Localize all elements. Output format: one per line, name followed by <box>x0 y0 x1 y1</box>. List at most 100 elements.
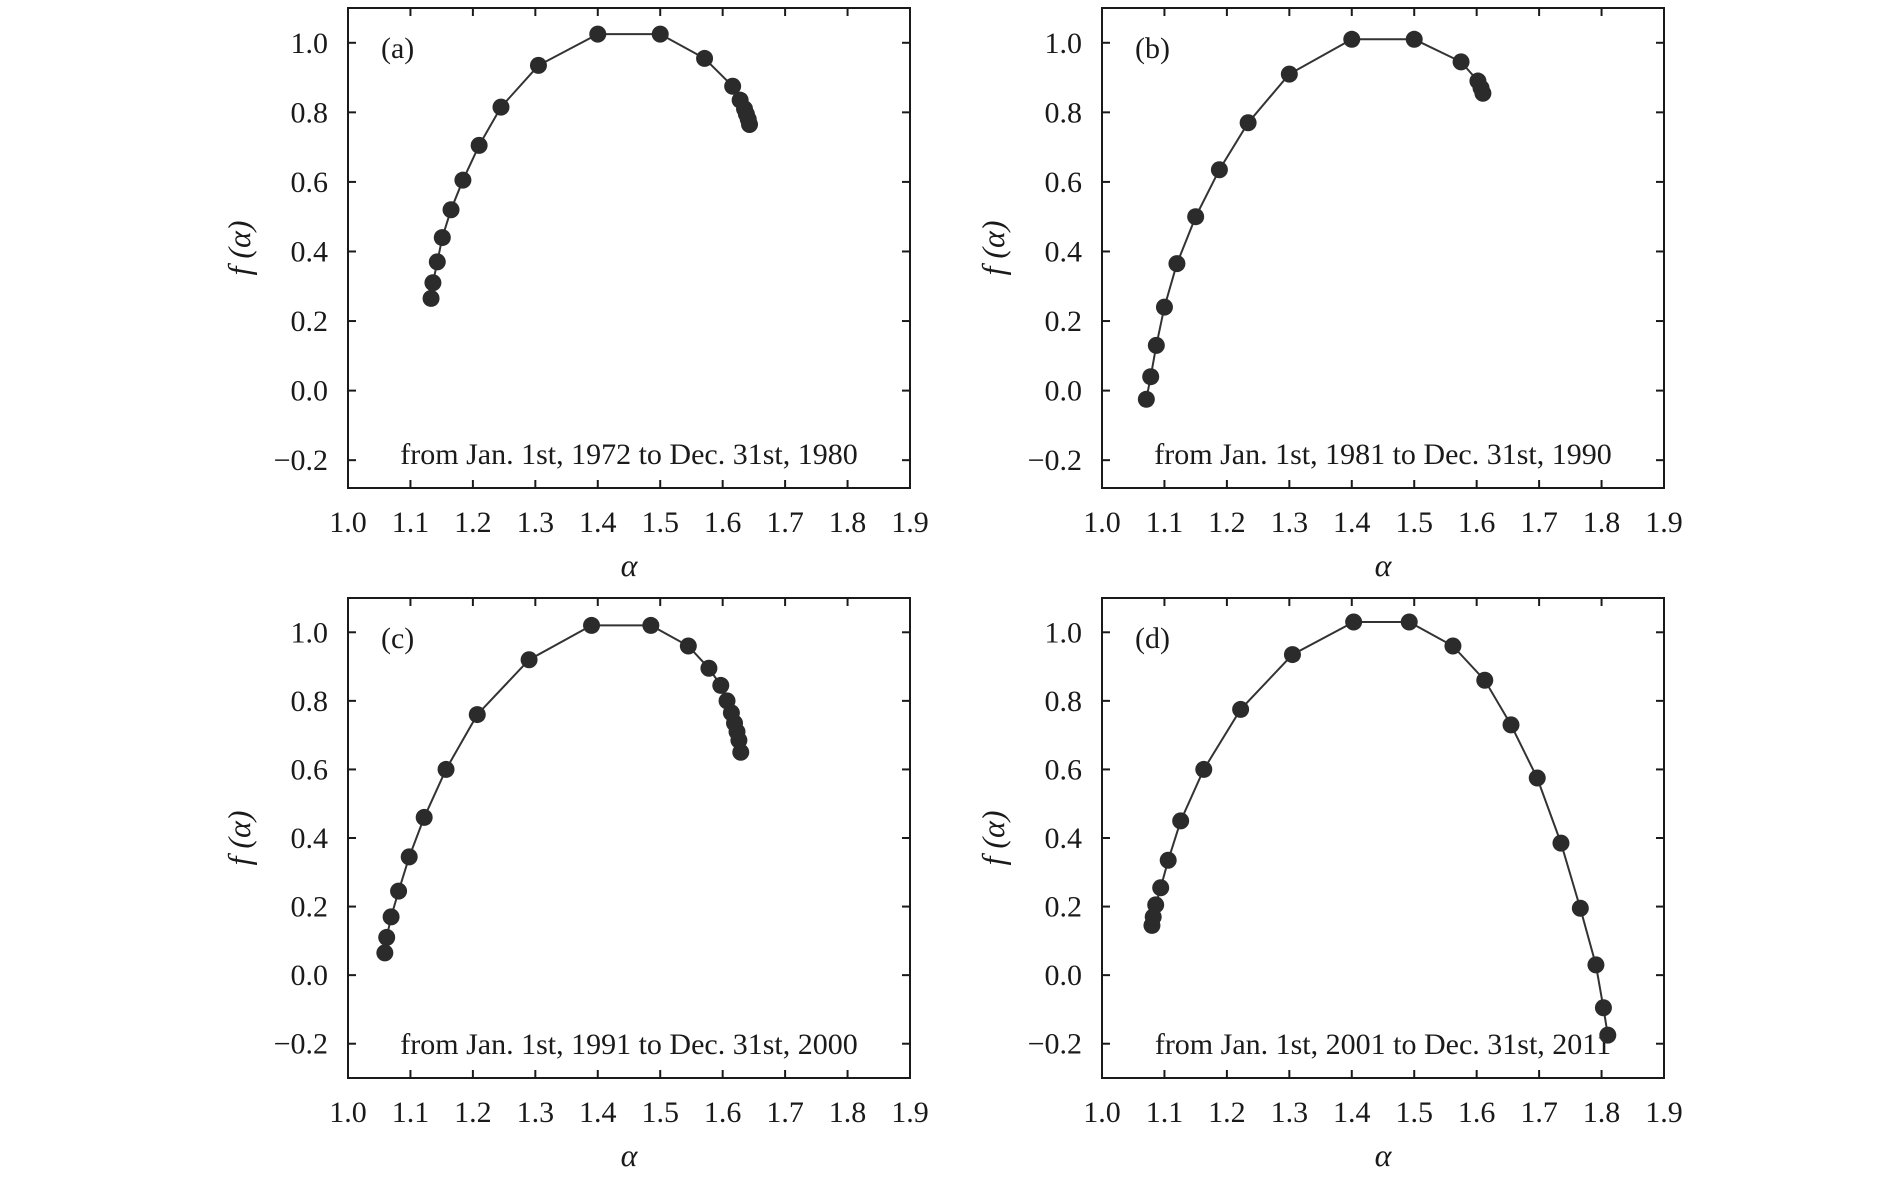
y-tick-label: 0.4 <box>1045 822 1083 855</box>
data-point <box>583 616 601 634</box>
y-tick-label: 1.0 <box>1045 616 1083 649</box>
x-tick-label: 1.3 <box>517 506 555 539</box>
x-tick-label: 1.8 <box>1583 1096 1621 1129</box>
y-tick-label: 0.6 <box>291 753 329 786</box>
data-point <box>520 651 538 669</box>
data-point <box>378 928 396 946</box>
data-point <box>390 882 408 900</box>
data-point <box>732 743 750 761</box>
data-point <box>454 171 472 189</box>
data-point <box>1152 879 1170 897</box>
data-point <box>651 25 669 43</box>
x-tick-label: 1.7 <box>766 1096 804 1129</box>
y-axis-label: f (α) <box>975 811 1011 866</box>
data-point <box>741 116 759 134</box>
data-point <box>492 98 510 116</box>
data-point <box>1400 613 1418 631</box>
data-point <box>470 136 488 154</box>
data-point <box>529 56 547 74</box>
data-point <box>589 25 607 43</box>
x-tick-label: 1.1 <box>392 1096 430 1129</box>
x-tick-label: 1.1 <box>1146 506 1184 539</box>
x-tick-label: 1.7 <box>1520 1096 1558 1129</box>
x-tick-label: 1.6 <box>1458 506 1496 539</box>
x-tick-label: 1.4 <box>1333 1096 1371 1129</box>
y-tick-label: 1.0 <box>1045 27 1083 60</box>
data-point <box>424 274 442 292</box>
data-point <box>1210 161 1228 179</box>
data-point <box>1528 769 1546 787</box>
data-point <box>696 49 714 67</box>
x-tick-label: 1.0 <box>1083 506 1121 539</box>
data-point <box>1452 53 1470 71</box>
data-point <box>1594 999 1612 1017</box>
plot-frame <box>1101 7 1665 489</box>
data-point <box>1168 255 1186 273</box>
x-tick-label: 1.9 <box>1645 1096 1683 1129</box>
data-point <box>1405 30 1423 48</box>
x-tick-label: 1.7 <box>766 506 804 539</box>
x-tick-label: 1.5 <box>1395 1096 1433 1129</box>
x-tick-label: 1.4 <box>579 1096 617 1129</box>
panel-label: (a) <box>381 32 414 65</box>
y-axis-label: f (α) <box>221 811 257 866</box>
data-point <box>1239 114 1257 132</box>
data-point <box>1283 646 1301 664</box>
data-point <box>1444 637 1462 655</box>
y-tick-label: 1.0 <box>291 27 329 60</box>
x-tick-label: 1.8 <box>829 1096 867 1129</box>
y-tick-label: 0.6 <box>291 166 329 199</box>
x-tick-label: 1.9 <box>891 1096 929 1129</box>
data-point <box>442 201 460 219</box>
data-point <box>1232 700 1250 718</box>
x-tick-label: 1.5 <box>641 1096 679 1129</box>
y-tick-label: −0.2 <box>274 1028 328 1061</box>
data-point <box>468 706 486 724</box>
data-point <box>642 616 660 634</box>
y-tick-label: 0.0 <box>1045 959 1083 992</box>
plot-frame <box>347 7 911 489</box>
y-axis-label: f (α) <box>221 221 257 276</box>
panel-b: 1.0 1.1 1.2 1.3 1.4 1.5 1.6 1.7 1.8 1.9 −0.2 0.0 0.2… <box>975 7 1683 583</box>
y-axis-label: f (α) <box>975 221 1011 276</box>
y-tick-label: 0.2 <box>291 891 329 924</box>
panel-label: (b) <box>1135 32 1170 65</box>
y-tick-label: 0.0 <box>1045 375 1083 408</box>
x-axis-label: α <box>621 1137 639 1173</box>
data-point <box>712 676 730 694</box>
x-tick-label: 1.2 <box>1208 1096 1246 1129</box>
date-range-annotation: from Jan. 1st, 1981 to Dec. 31st, 1990 <box>1154 438 1611 471</box>
x-axis-label: α <box>1375 1137 1393 1173</box>
y-tick-label: 0.8 <box>291 96 329 129</box>
y-tick-label: 0.2 <box>1045 891 1083 924</box>
y-tick-label: −0.2 <box>274 444 328 477</box>
x-tick-label: 1.2 <box>454 1096 492 1129</box>
x-tick-label: 1.9 <box>1645 506 1683 539</box>
data-point <box>1155 298 1173 316</box>
data-point <box>1147 336 1165 354</box>
data-point <box>415 808 433 826</box>
panel-d: 1.0 1.1 1.2 1.3 1.4 1.5 1.6 1.7 1.8 1.9 −0.2 0.0 0.2… <box>975 597 1683 1173</box>
y-tick-label: 0.6 <box>1045 753 1083 786</box>
data-point <box>1474 84 1492 102</box>
data-point <box>1552 834 1570 852</box>
x-tick-label: 1.6 <box>1458 1096 1496 1129</box>
data-point <box>376 944 394 962</box>
data-point <box>382 908 400 926</box>
x-tick-label: 1.8 <box>1583 506 1621 539</box>
x-tick-label: 1.8 <box>829 506 867 539</box>
y-tick-label: 0.2 <box>1045 305 1083 338</box>
data-point <box>437 760 455 778</box>
x-tick-label: 1.9 <box>891 506 929 539</box>
y-tick-label: 0.0 <box>291 375 329 408</box>
data-point <box>400 848 418 866</box>
panel-label: (d) <box>1135 622 1170 655</box>
data-point <box>700 659 718 677</box>
panel-c: 1.0 1.1 1.2 1.3 1.4 1.5 1.6 1.7 1.8 1.9 −0.2 0.0 0.2… <box>221 597 929 1173</box>
data-point <box>428 253 446 271</box>
y-tick-label: 0.4 <box>1045 235 1083 268</box>
x-tick-label: 1.0 <box>1083 1096 1121 1129</box>
data-point <box>433 229 451 247</box>
date-range-annotation: from Jan. 1st, 1991 to Dec. 31st, 2000 <box>400 1028 857 1061</box>
